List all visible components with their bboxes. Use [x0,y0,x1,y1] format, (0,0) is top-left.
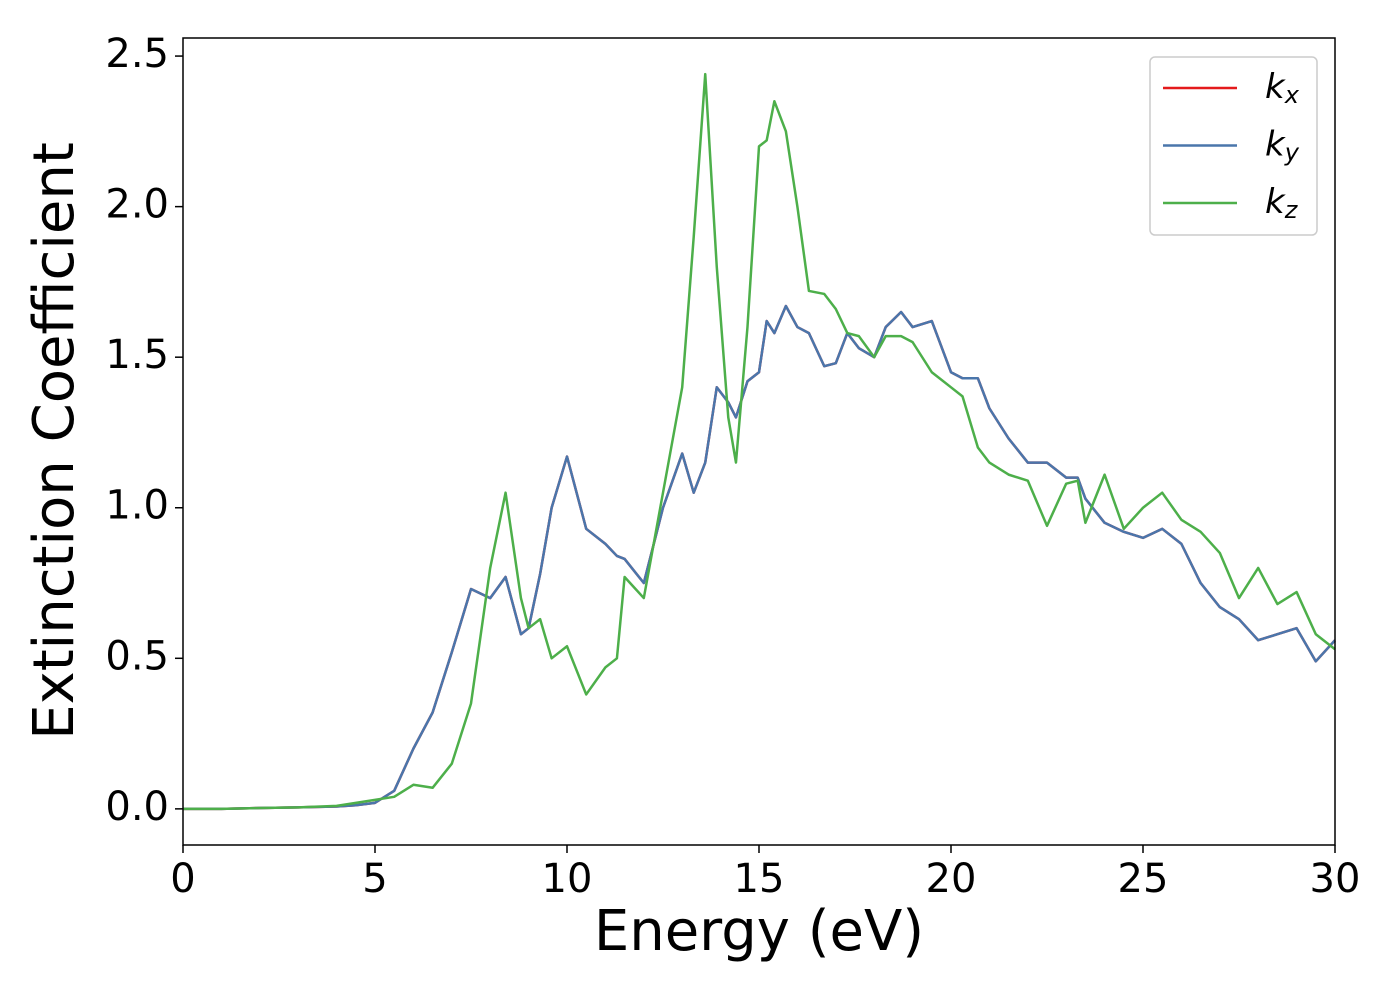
x-axis-label: Energy (eV) [594,899,924,964]
legend-label: kz [1265,182,1299,225]
y-tick-label: 1.5 [105,332,169,378]
x-tick-label: 25 [1118,856,1169,902]
y-tick-label: 2.0 [105,182,169,228]
x-tick-label: 10 [542,856,593,902]
y-tick-label: 0.0 [105,784,169,830]
x-tick-label: 30 [1310,856,1361,902]
data-line [183,304,1336,811]
data-line [183,304,1336,811]
legend-label: kx [1265,67,1300,110]
x-tick-label: 0 [170,856,195,902]
x-tick-label: 15 [734,856,785,902]
legend-label: ky [1265,124,1300,167]
x-tick-label: 20 [926,856,977,902]
plot-frame [182,37,1336,846]
y-axis-label: Extinction Coefficient [22,142,87,740]
legend: kx ky kz [1149,56,1318,236]
data-line [183,72,1336,811]
y-tick-label: 1.0 [105,483,169,529]
x-tick-label: 5 [362,856,387,902]
y-tick-label: 2.5 [105,31,169,77]
y-tick-label: 0.5 [105,633,169,679]
